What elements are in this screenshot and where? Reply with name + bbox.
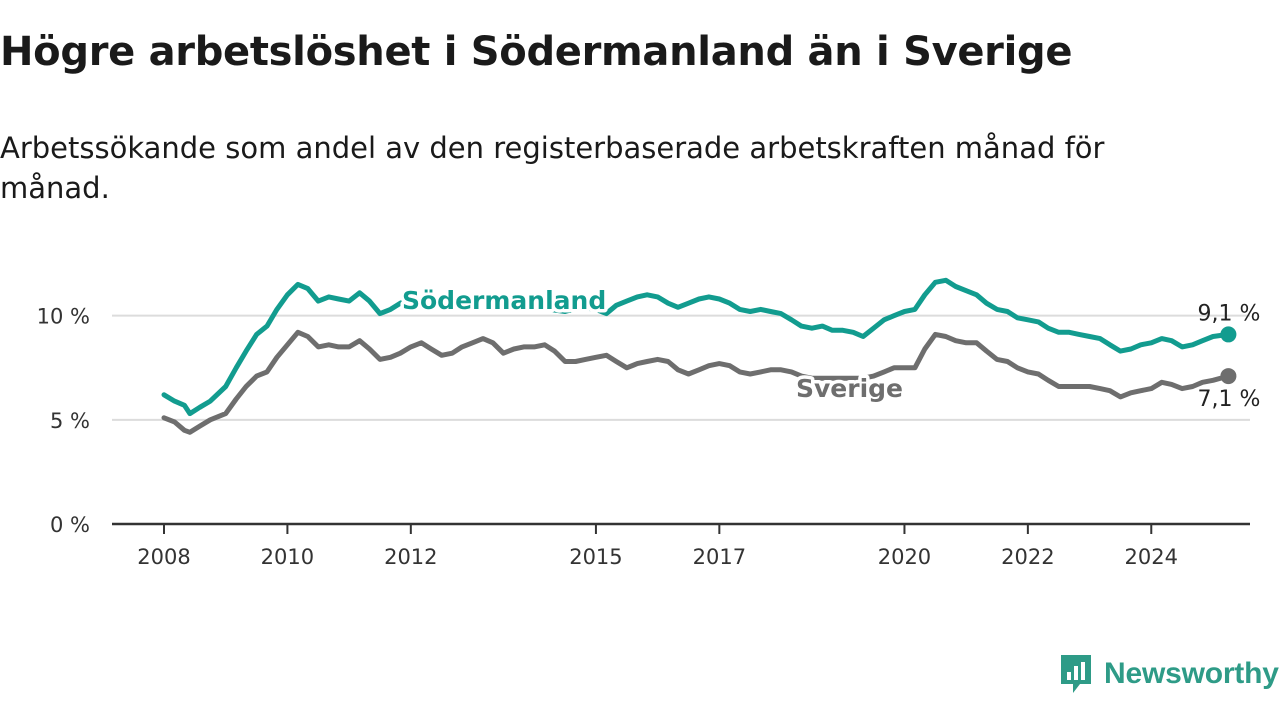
x-axis: 2008 2010 2012 2015 2017 2020 2022 2024 xyxy=(112,522,1250,569)
newsworthy-logo-icon xyxy=(1061,655,1091,693)
series-end-label: 7,1 % xyxy=(1198,387,1261,412)
y-axis: 0 % 5 % 10 % xyxy=(37,305,90,537)
x-tick-label: 2012 xyxy=(384,545,437,569)
series-line-södermanland xyxy=(161,277,1231,417)
brand-name: Newsworthy xyxy=(1104,657,1279,690)
y-tick-label: 5 % xyxy=(50,409,90,433)
series-end-label: 9,1 % xyxy=(1198,301,1261,326)
chart-title: Högre arbetslöshet i Södermanland än i S… xyxy=(0,29,1073,75)
x-tick-label: 2024 xyxy=(1125,545,1178,569)
series-name-label: Sverige xyxy=(796,374,903,403)
x-tick-label: 2010 xyxy=(261,545,314,569)
x-tick-label: 2022 xyxy=(1001,545,1054,569)
series-name-label: Södermanland xyxy=(402,286,606,315)
x-tick-label: 2015 xyxy=(569,545,622,569)
gridlines xyxy=(112,314,1250,421)
series-end-point xyxy=(1220,326,1237,343)
x-tick-label: 2020 xyxy=(878,545,931,569)
y-tick-label: 0 % xyxy=(50,513,90,537)
x-tick-label: 2008 xyxy=(137,545,190,569)
series-labels: Södermanland Sverige 9,1 % 7,1 % xyxy=(399,283,1261,413)
x-tick-label: 2017 xyxy=(693,545,746,569)
series-line-sverige xyxy=(161,329,1231,435)
series-lines xyxy=(161,277,1237,435)
brand-logo: Newsworthy xyxy=(1058,652,1279,696)
chart-subtitle: Arbetssökande som andel av den registerb… xyxy=(0,131,1105,205)
y-tick-label: 10 % xyxy=(37,305,90,329)
series-end-point xyxy=(1220,368,1237,385)
